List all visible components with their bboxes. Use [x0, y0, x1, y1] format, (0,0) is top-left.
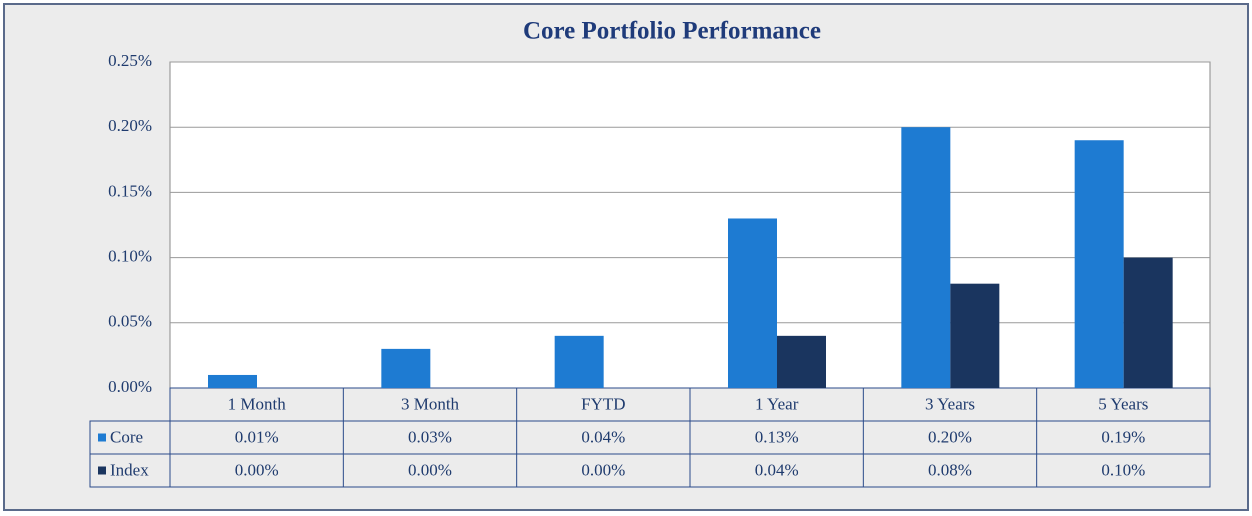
table-value: 0.08%	[928, 460, 972, 479]
bar	[1123, 257, 1173, 388]
table-value: 0.13%	[755, 427, 799, 446]
x-tick-label: 1 Year	[755, 394, 799, 413]
y-tick-label: 0.15%	[108, 181, 152, 200]
bar	[1074, 140, 1124, 388]
table-value: 0.03%	[408, 427, 452, 446]
table-value: 0.01%	[235, 427, 279, 446]
x-tick-label: FYTD	[581, 394, 625, 413]
x-tick-label: 5 Years	[1098, 394, 1148, 413]
legend-swatch	[98, 433, 106, 442]
y-tick-label: 0.00%	[108, 377, 152, 396]
legend-label: Core	[110, 427, 143, 446]
table-value: 0.04%	[755, 460, 799, 479]
bar	[381, 348, 431, 388]
bar	[777, 335, 826, 388]
table-value: 0.00%	[581, 460, 625, 479]
x-tick-label: 3 Month	[401, 394, 460, 413]
bar	[901, 127, 951, 388]
table-value: 0.04%	[581, 427, 625, 446]
bar	[950, 283, 1000, 388]
bar	[728, 218, 777, 388]
y-tick-label: 0.10%	[108, 247, 152, 266]
x-tick-label: 3 Years	[925, 394, 975, 413]
table-value: 0.20%	[928, 427, 972, 446]
legend-swatch	[98, 466, 106, 475]
table-value: 0.00%	[235, 460, 279, 479]
y-tick-label: 0.25%	[108, 51, 152, 70]
y-tick-label: 0.20%	[108, 116, 152, 135]
chart-title: Core Portfolio Performance	[523, 18, 821, 45]
legend-label: Index	[110, 460, 149, 479]
plot-area	[169, 61, 1211, 389]
y-tick-label: 0.05%	[108, 312, 152, 331]
table-value: 0.10%	[1101, 460, 1145, 479]
bar	[554, 335, 604, 388]
x-tick-label: 1 Month	[228, 394, 287, 413]
table-value: 0.19%	[1101, 427, 1145, 446]
table-value: 0.00%	[408, 460, 452, 479]
bar	[208, 374, 257, 388]
